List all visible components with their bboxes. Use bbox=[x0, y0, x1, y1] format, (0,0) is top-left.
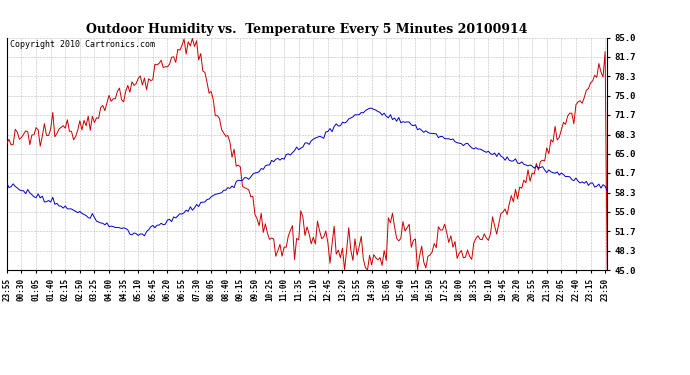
Title: Outdoor Humidity vs.  Temperature Every 5 Minutes 20100914: Outdoor Humidity vs. Temperature Every 5… bbox=[86, 23, 528, 36]
Text: Copyright 2010 Cartronics.com: Copyright 2010 Cartronics.com bbox=[10, 40, 155, 49]
